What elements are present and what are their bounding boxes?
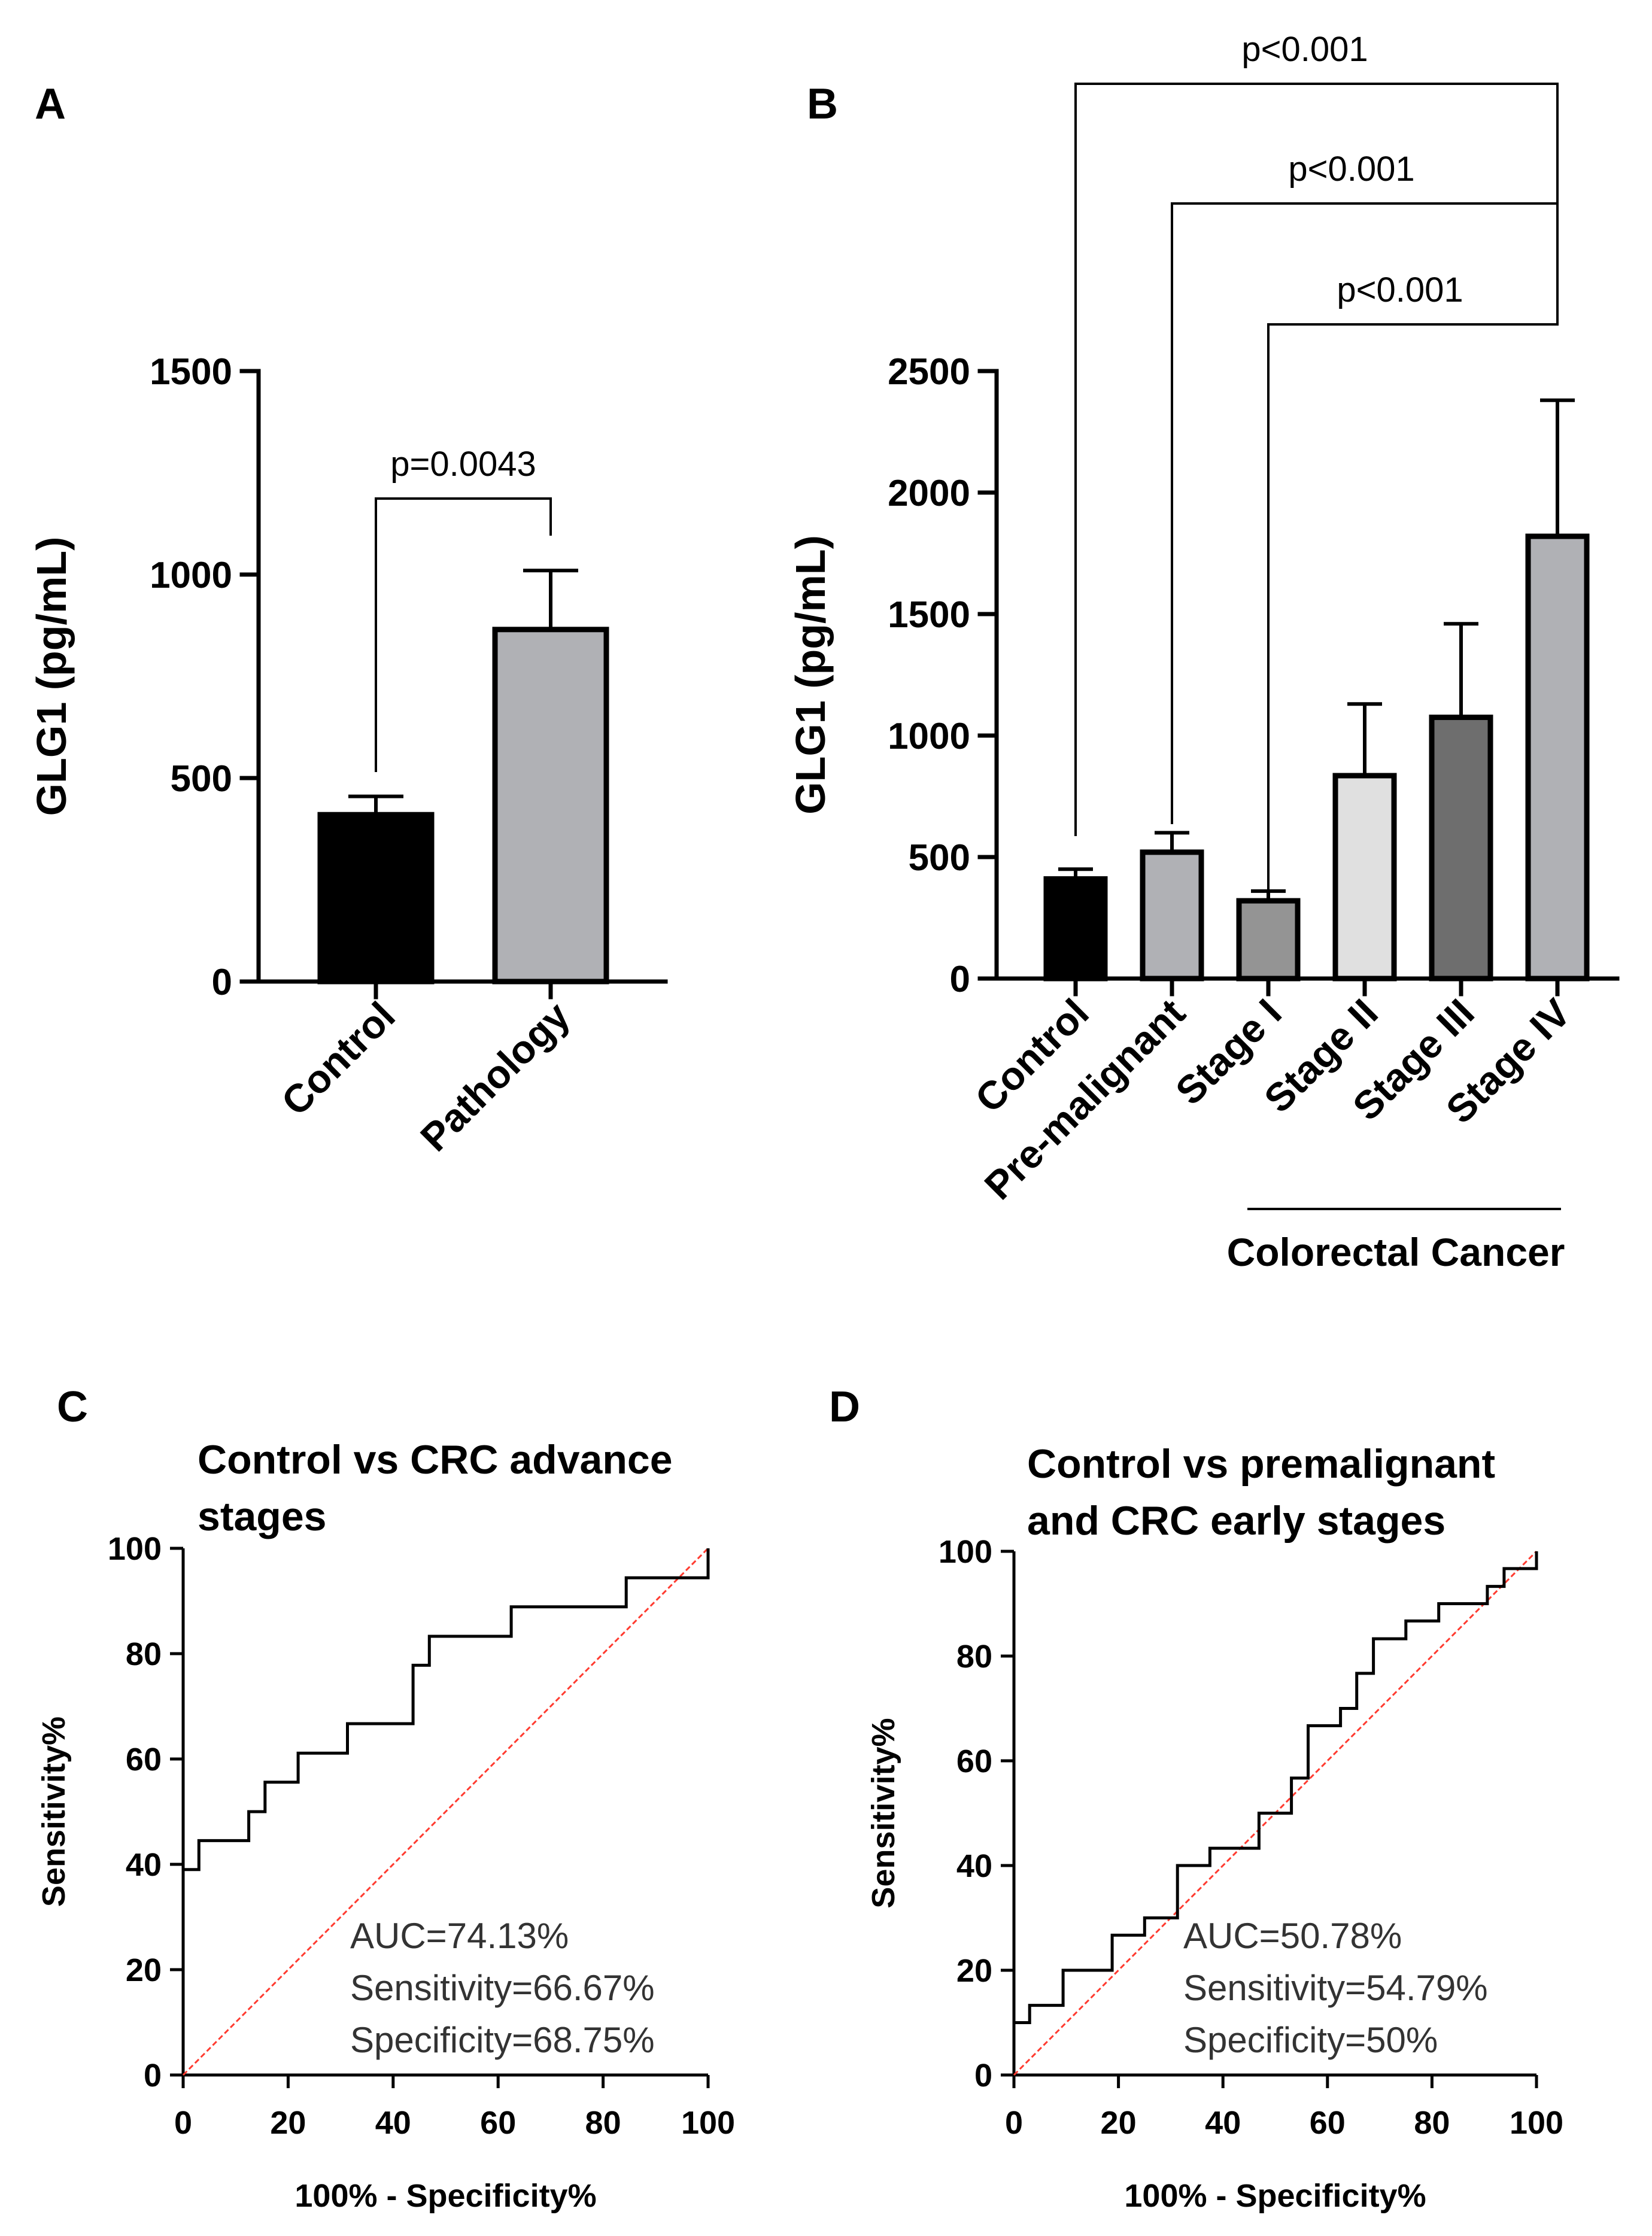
roc-curve [183, 1548, 710, 1872]
roc-chart-d: Control vs premalignant and CRC early sta… [866, 1441, 1563, 2214]
bar [492, 627, 609, 985]
x-tick-label: 0 [174, 2105, 192, 2141]
significance-bracket [375, 497, 552, 772]
reference-diagonal [182, 1547, 709, 2076]
bar [1525, 533, 1590, 982]
panel-letter-b: B [807, 80, 838, 128]
y-tick-label: 2500 [888, 351, 970, 393]
y-tick-label: 0 [950, 959, 970, 1000]
y-tick-label: 2000 [888, 473, 970, 514]
bar [1429, 715, 1493, 982]
x-tick-label: 20 [270, 2105, 306, 2141]
chart-title: and CRC early stages [1027, 1498, 1445, 1544]
y-tick-label: 60 [126, 1742, 162, 1778]
roc-chart-c: Control vs CRC advance stages 0 20 40 60 80 100… [36, 1437, 735, 2214]
y-tick-label: 1000 [888, 716, 970, 757]
y-tick-label: 0 [212, 962, 232, 1003]
p-value-label: p<0.001 [1241, 30, 1368, 69]
chart-title: Control vs premalignant [1027, 1441, 1495, 1487]
y-axis-label: Sensitivity% [866, 1718, 901, 1908]
y-tick-label: 80 [956, 1639, 992, 1675]
x-tick-label: 20 [1101, 2105, 1137, 2141]
significance-bracket [1267, 169, 1559, 892]
y-tick-label: 100 [108, 1531, 162, 1567]
x-tick-label: 40 [375, 2105, 411, 2141]
x-axis-label: 100% - Specificity% [1124, 2178, 1426, 2214]
stat-label: Sensitivity=54.79% [1183, 1968, 1488, 2008]
y-tick-label: 1000 [150, 555, 232, 596]
panel-letter-d: D [829, 1383, 860, 1431]
x-tick-label: 0 [1005, 2105, 1023, 2141]
group-label: Colorectal Cancer [1227, 1230, 1565, 1274]
stat-label: AUC=74.13% [350, 1916, 569, 1956]
x-tick-label: 60 [480, 2105, 516, 2141]
stat-label: AUC=50.78% [1183, 1916, 1402, 1956]
y-axis-label: GLG1 (pg/mL) [28, 537, 75, 816]
category-label: Control [273, 994, 403, 1124]
p-value-label: p=0.0043 [390, 445, 536, 484]
y-tick-label: 1500 [150, 351, 232, 393]
y-axis-label: Sensitivity% [36, 1717, 72, 1907]
panel-letter-c: C [57, 1383, 88, 1431]
category-label: Pathology [412, 993, 578, 1159]
p-value-label: p<0.001 [1337, 271, 1463, 309]
bar [1140, 849, 1204, 982]
x-tick-label: 80 [1414, 2105, 1450, 2141]
x-tick-label: 40 [1205, 2105, 1241, 2141]
y-tick-label: 0 [144, 2058, 162, 2094]
x-tick-label: 60 [1310, 2105, 1346, 2141]
y-tick-label: 500 [909, 837, 970, 879]
p-value-label: p<0.001 [1288, 150, 1414, 189]
y-tick-label: 500 [171, 758, 232, 800]
y-tick-label: 20 [956, 1953, 992, 1989]
chart-title: stages [198, 1494, 326, 1539]
y-tick-label: 100 [939, 1534, 992, 1570]
y-tick-label: 40 [956, 1848, 992, 1884]
chart-title: Control vs CRC advance [198, 1437, 673, 1482]
stat-label: Specificity=68.75% [350, 2020, 655, 2060]
y-tick-label: 60 [956, 1743, 992, 1779]
y-tick-label: 1500 [888, 594, 970, 636]
y-tick-label: 20 [126, 1952, 162, 1988]
x-tick-label: 80 [585, 2105, 621, 2141]
y-tick-label: 80 [126, 1636, 162, 1672]
stat-label: Specificity=50% [1183, 2020, 1438, 2060]
x-tick-label: 100 [681, 2105, 735, 2141]
x-tick-label: 100 [1510, 2105, 1563, 2141]
roc-curve [1014, 1551, 1538, 2024]
bar [1332, 773, 1397, 982]
y-tick-label: 40 [126, 1847, 162, 1883]
y-tick-label: 0 [974, 2058, 992, 2094]
bar [1236, 898, 1301, 982]
x-axis-label: 100% - Specificity% [294, 2178, 596, 2214]
bar [1043, 876, 1108, 982]
bar-chart-a: 0 500 1000 1500 GLG1 (pg/mL) Control Pathology… [28, 351, 668, 1159]
significance-bracket [1074, 83, 1559, 836]
y-axis-label: GLG1 (pg/mL) [787, 535, 834, 815]
panel-letter-a: A [35, 80, 66, 128]
stat-label: Sensitivity=66.67% [350, 1968, 655, 2008]
bar [317, 812, 435, 985]
